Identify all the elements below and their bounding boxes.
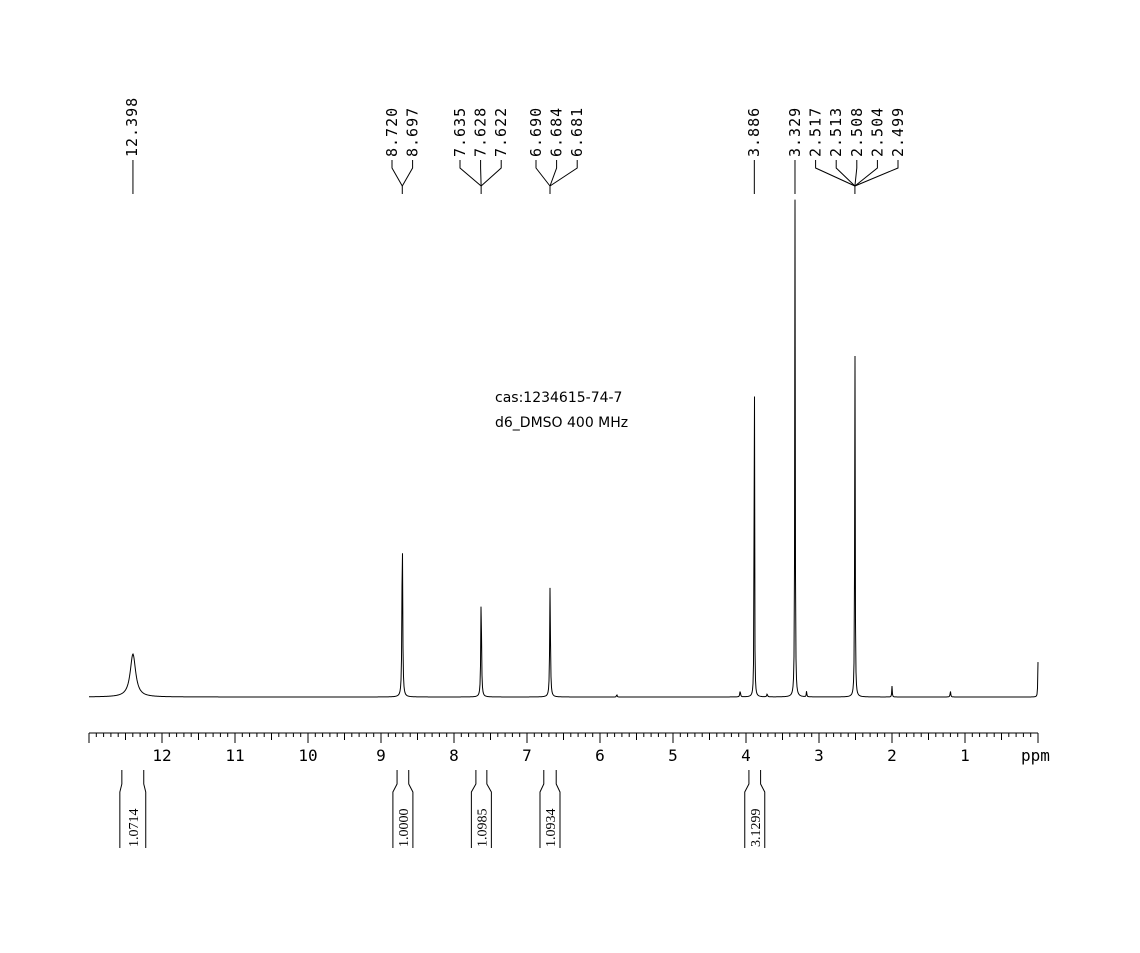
integral-value-label: 1.0714 [127, 809, 142, 848]
peak-shift-label: 2.508 [848, 107, 866, 157]
integral-bracket-left [392, 770, 398, 848]
peak-connector [549, 160, 578, 187]
peak-connector [401, 160, 414, 187]
sample-cas-label: cas:1234615-74-7 [495, 390, 622, 406]
peak-connector [480, 160, 482, 187]
sample-info: cas:1234615-74-7 d6_DMSO 400 MHz [495, 390, 628, 431]
x-axis-label: ppm [1021, 746, 1050, 765]
peak-connector [835, 160, 856, 187]
integral-layer: 1.0714 1.0000 1.0985 1.0934 3.1299 [119, 770, 766, 848]
x-axis-tick-label: 4 [741, 746, 751, 765]
peak-shift-label: 7.628 [472, 107, 490, 157]
peak-connector [854, 160, 878, 187]
x-axis: 12 11 10 9 8 7 6 5 4 3 2 1 ppm [88, 732, 1050, 765]
integral-bracket-right [760, 770, 766, 848]
peak-shift-label: 8.720 [383, 107, 401, 157]
integral-value-label: 1.0000 [397, 809, 412, 848]
integral-bracket-right [143, 770, 147, 848]
peak-connector [459, 160, 482, 187]
integral-bracket-left [744, 770, 750, 848]
x-axis-tick-label: 11 [225, 746, 244, 765]
peak-shift-label: 2.517 [807, 107, 825, 157]
integral-bracket-left [119, 770, 123, 848]
peak-shift-label: 2.499 [889, 107, 907, 157]
peak-connector [480, 160, 502, 187]
x-axis-tick-label: 10 [298, 746, 317, 765]
integral-value-label: 3.1299 [749, 809, 764, 848]
x-axis-tick-label: 8 [449, 746, 459, 765]
x-axis-tick-label: 5 [668, 746, 678, 765]
sample-solvent-label: d6_DMSO 400 MHz [495, 415, 628, 431]
spectrum-line [89, 199, 1039, 698]
peak-shift-label: 2.504 [868, 107, 886, 157]
peak-connector [535, 160, 551, 187]
peak-shift-label: 3.329 [786, 107, 804, 157]
x-axis-tick-label: 6 [595, 746, 605, 765]
peak-label-layer: 12.398 8.720 8.697 7.635 7.628 7.622 6.690 6.68… [123, 97, 907, 194]
x-axis-tick-label: 9 [376, 746, 386, 765]
peak-shift-label: 6.684 [548, 107, 566, 157]
x-axis-tick-label: 2 [887, 746, 897, 765]
x-axis-tick-label: 7 [522, 746, 532, 765]
integral-bracket-left [470, 770, 477, 848]
peak-connector [391, 160, 403, 187]
x-axis-tick-label: 3 [814, 746, 824, 765]
peak-shift-label: 2.513 [827, 107, 845, 157]
integral-bracket-right [555, 770, 561, 848]
peak-shift-label: 7.622 [492, 107, 510, 157]
integral-value-label: 1.0934 [544, 809, 559, 848]
peak-shift-label: 12.398 [123, 97, 141, 157]
integral-bracket-left [539, 770, 545, 848]
integral-bracket-right [408, 770, 414, 848]
peak-connector [854, 160, 899, 187]
peak-connector [854, 160, 858, 187]
integral-value-label: 1.0985 [475, 809, 490, 848]
peak-shift-label: 7.635 [451, 107, 469, 157]
x-axis-tick-label: 1 [960, 746, 970, 765]
peak-shift-label: 8.697 [404, 107, 422, 157]
x-axis-ticks [88, 733, 1039, 743]
integral-bracket-right [486, 770, 492, 848]
x-axis-tick-labels: 12 11 10 9 8 7 6 5 4 3 2 1 [152, 746, 969, 765]
peak-shift-label: 6.690 [527, 107, 545, 157]
x-axis-tick-label: 12 [152, 746, 171, 765]
peak-shift-label: 3.886 [745, 107, 763, 157]
peak-connector [815, 160, 856, 187]
peak-connector [549, 160, 558, 187]
peak-shift-label: 6.681 [568, 107, 586, 157]
